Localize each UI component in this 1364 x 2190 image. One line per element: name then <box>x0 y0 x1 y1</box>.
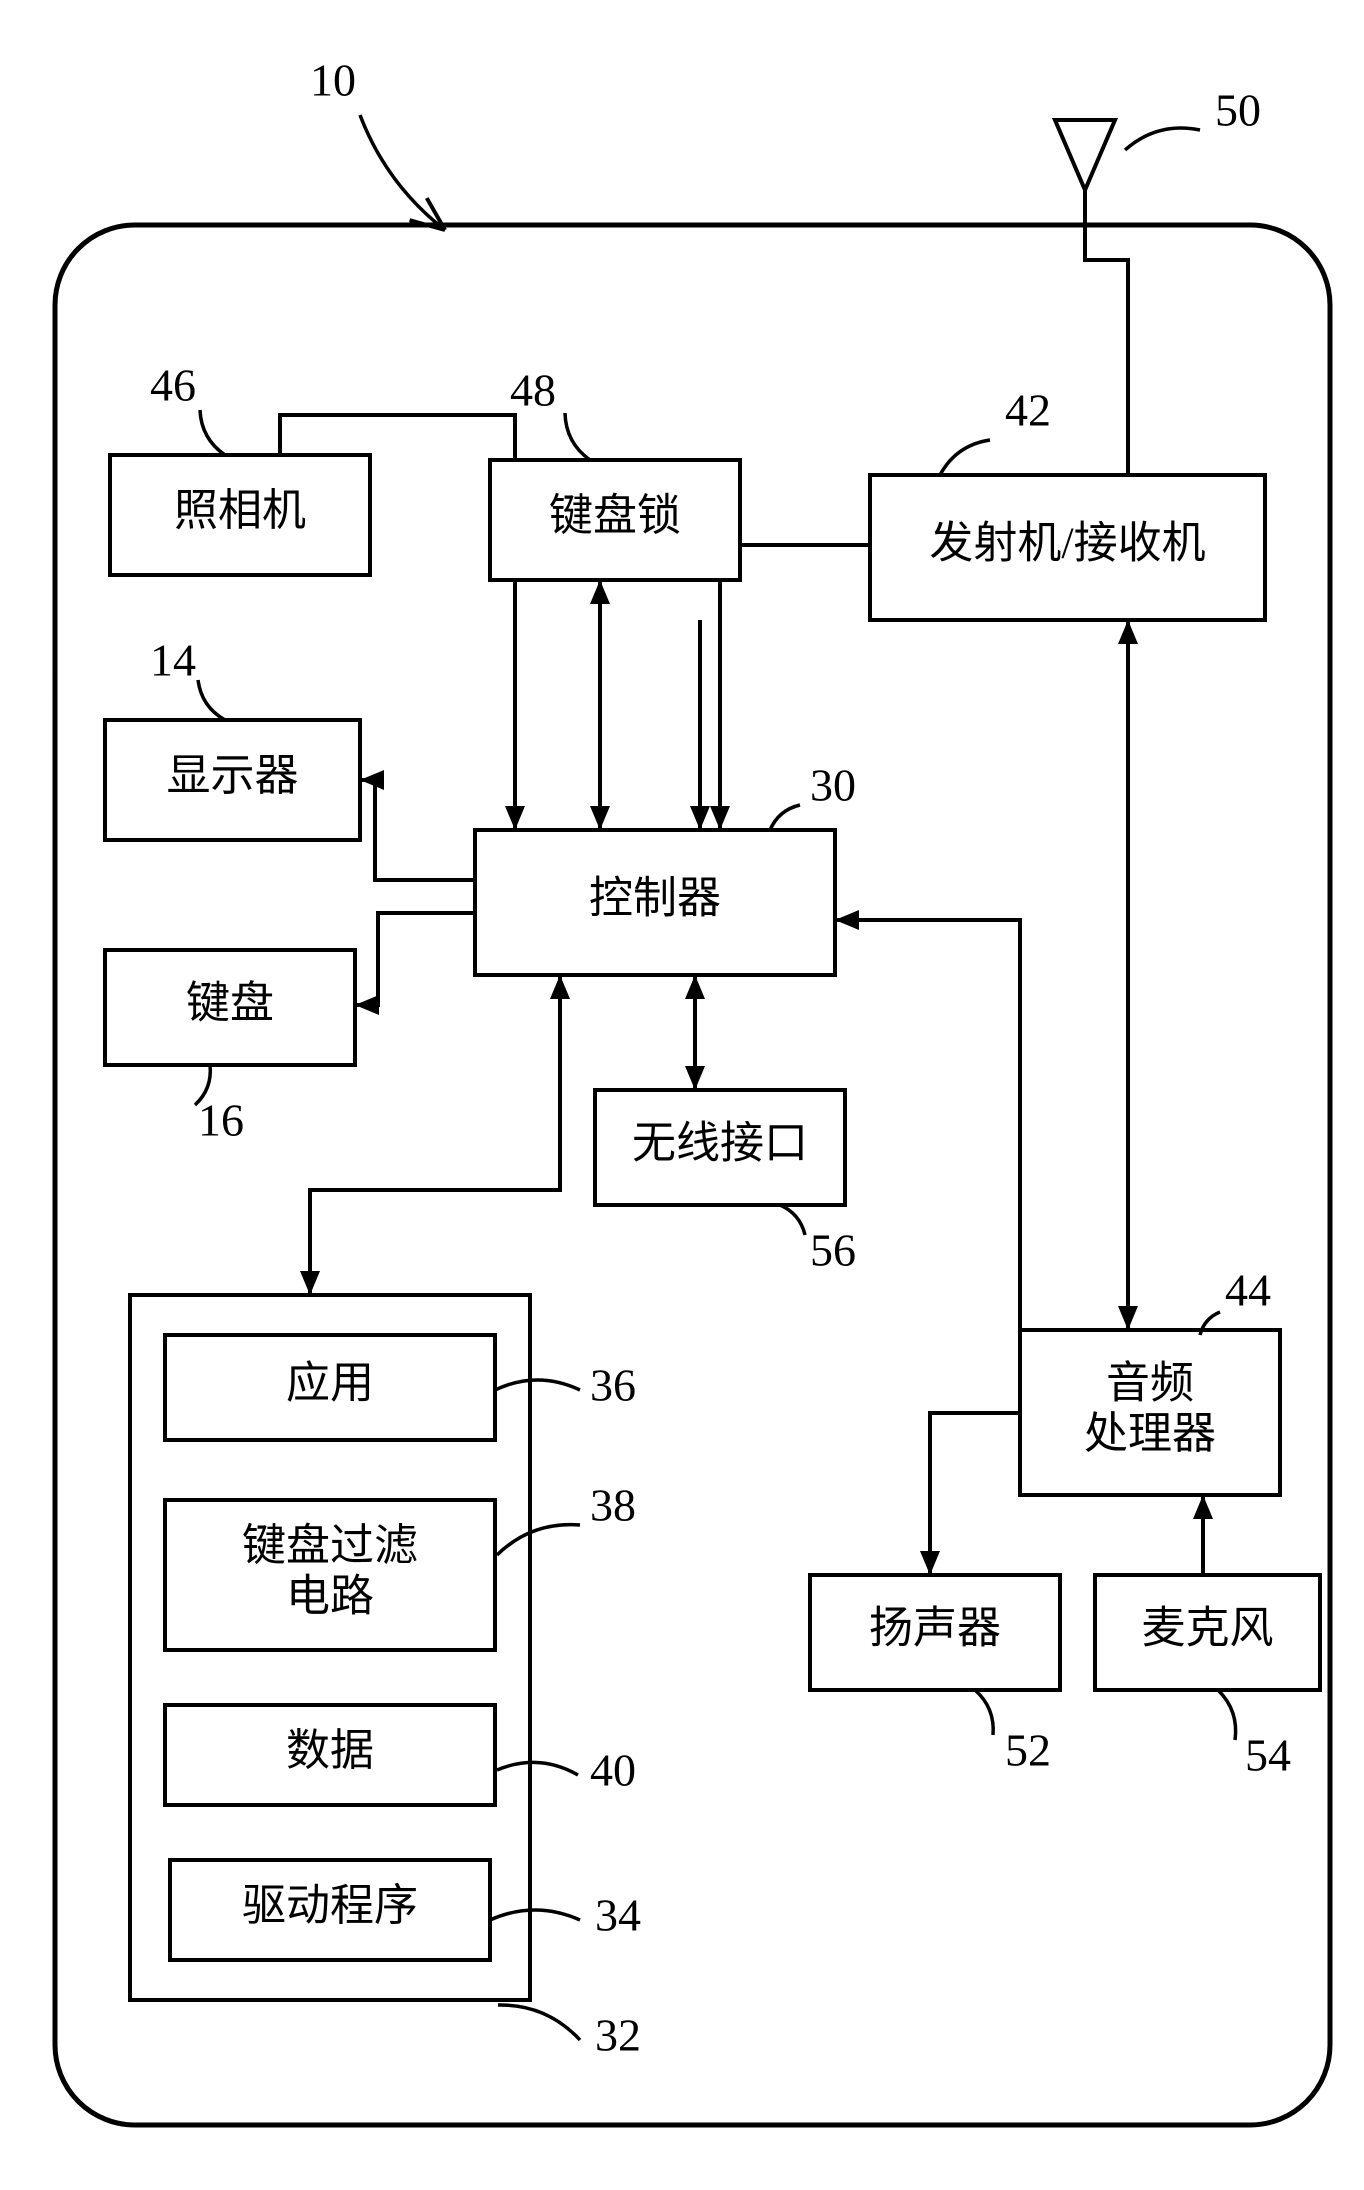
refnum-36: 36 <box>590 1360 636 1411</box>
keylock-label: 键盘锁 <box>549 491 681 540</box>
refnum-32: 32 <box>595 2010 641 2061</box>
refnum-34: 34 <box>595 1890 641 1941</box>
camera-label: 照相机 <box>174 486 306 535</box>
refnum-42: 42 <box>1005 385 1051 436</box>
wifi-label: 无线接口 <box>632 1119 808 1168</box>
data-label: 数据 <box>286 1726 374 1775</box>
speaker-label: 扬声器 <box>869 1604 1001 1653</box>
app-label: 应用 <box>286 1359 374 1408</box>
mic-label: 麦克风 <box>1142 1604 1274 1653</box>
refnum-46: 46 <box>150 360 196 411</box>
kbfilter-label: 键盘过滤 <box>242 1521 418 1570</box>
refnum-50: 50 <box>1215 85 1261 136</box>
refnum-48: 48 <box>510 365 556 416</box>
refnum-10: 10 <box>310 55 356 106</box>
refnum-14: 14 <box>150 635 196 686</box>
refnum-44: 44 <box>1225 1265 1271 1316</box>
keyboard-label: 键盘 <box>186 979 274 1028</box>
audio-label: 处理器 <box>1084 1409 1216 1458</box>
refnum-30: 30 <box>810 760 856 811</box>
kbfilter-label: 电路 <box>286 1571 374 1620</box>
txrx-label: 发射机/接收机 <box>929 519 1205 568</box>
driver-label: 驱动程序 <box>242 1881 418 1930</box>
refnum-52: 52 <box>1005 1725 1051 1776</box>
refnum-54: 54 <box>1245 1730 1291 1781</box>
controller-label: 控制器 <box>589 874 721 923</box>
refnum-40: 40 <box>590 1745 636 1796</box>
audio-label: 音频 <box>1106 1358 1194 1407</box>
display-label: 显示器 <box>167 751 299 800</box>
refnum-16: 16 <box>198 1095 244 1146</box>
refnum-38: 38 <box>590 1480 636 1531</box>
refnum-56: 56 <box>810 1225 856 1276</box>
